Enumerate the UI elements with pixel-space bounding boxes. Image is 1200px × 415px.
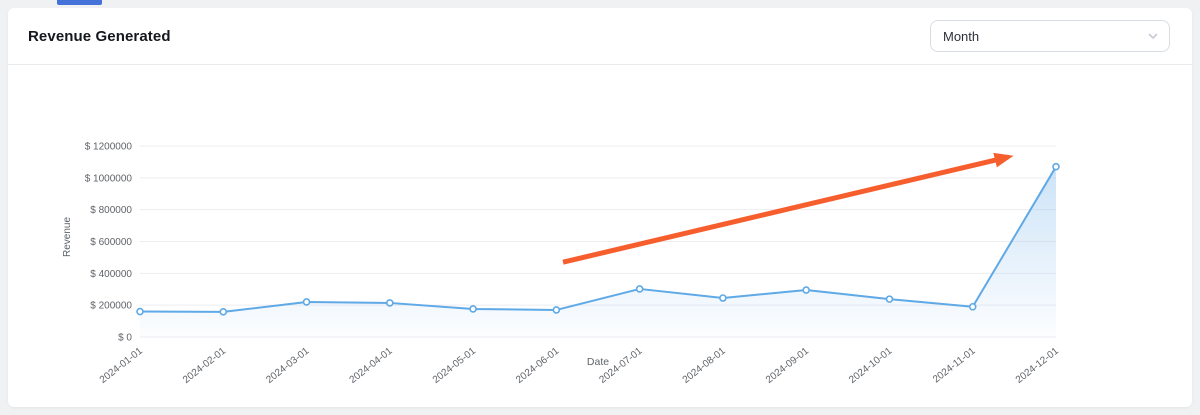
card-header: Revenue Generated Month	[8, 8, 1192, 65]
period-select-value: Month	[943, 28, 980, 44]
y-axis-tick-label: $ 400000	[90, 269, 132, 280]
y-axis-title: Revenue	[62, 217, 73, 257]
y-axis-tick-label: $ 800000	[90, 205, 132, 216]
y-axis-tick-label: $ 600000	[90, 237, 132, 248]
trend-arrow	[562, 152, 1014, 265]
x-axis-tick-label: 2024-02-01	[181, 345, 228, 385]
x-axis-tick-label: 2024-11-01	[931, 345, 978, 385]
chart-canvas: Revenue Date $ 0 $ 200000 $ 400000 $ 600000…	[62, 142, 1061, 386]
y-axis-tick-label: $ 1000000	[85, 173, 133, 184]
data-point[interactable]	[802, 286, 810, 294]
x-axis-tick-label: 2024-06-01	[514, 345, 561, 385]
data-point[interactable]	[1052, 162, 1060, 171]
data-point[interactable]	[219, 308, 228, 316]
page-title: Revenue Generated	[28, 27, 171, 45]
data-point[interactable]	[302, 298, 311, 306]
x-axis-title: Date	[587, 356, 609, 368]
revenue-chart: Revenue Date $ 0 $ 200000 $ 400000 $ 600000…	[8, 65, 1192, 406]
x-axis-tick-label: 2024-05-01	[431, 345, 478, 385]
x-axis-tick-label: 2024-12-01	[1014, 345, 1061, 385]
x-axis-tick-label: 2024-08-01	[681, 345, 728, 385]
period-select[interactable]: Month	[930, 20, 1170, 52]
y-axis-tick-label: $ 1200000	[85, 142, 133, 153]
data-point[interactable]	[552, 306, 561, 314]
data-point[interactable]	[635, 285, 644, 293]
top-blue-strip	[57, 0, 102, 5]
data-point[interactable]	[968, 302, 977, 311]
x-axis-tick-label: 2024-03-01	[264, 345, 311, 385]
data-point[interactable]	[469, 305, 477, 313]
data-point[interactable]	[136, 307, 144, 316]
x-axis-tick-label: 2024-09-01	[764, 345, 811, 385]
chevron-down-icon	[1147, 30, 1159, 42]
y-axis-tick-label: $ 0	[118, 333, 132, 344]
chart-area-fill	[140, 166, 1056, 337]
x-axis-tick-label: 2024-10-01	[847, 345, 894, 385]
x-axis-tick-label: 2024-04-01	[348, 345, 395, 385]
x-axis-tick-label: 2024-01-01	[98, 345, 145, 385]
revenue-card: Revenue Generated Month	[8, 8, 1192, 407]
data-point[interactable]	[885, 295, 894, 303]
y-axis-tick-label: $ 200000	[90, 301, 132, 312]
revenue-line	[139, 165, 1057, 313]
data-point[interactable]	[386, 299, 394, 307]
data-point[interactable]	[719, 294, 727, 302]
